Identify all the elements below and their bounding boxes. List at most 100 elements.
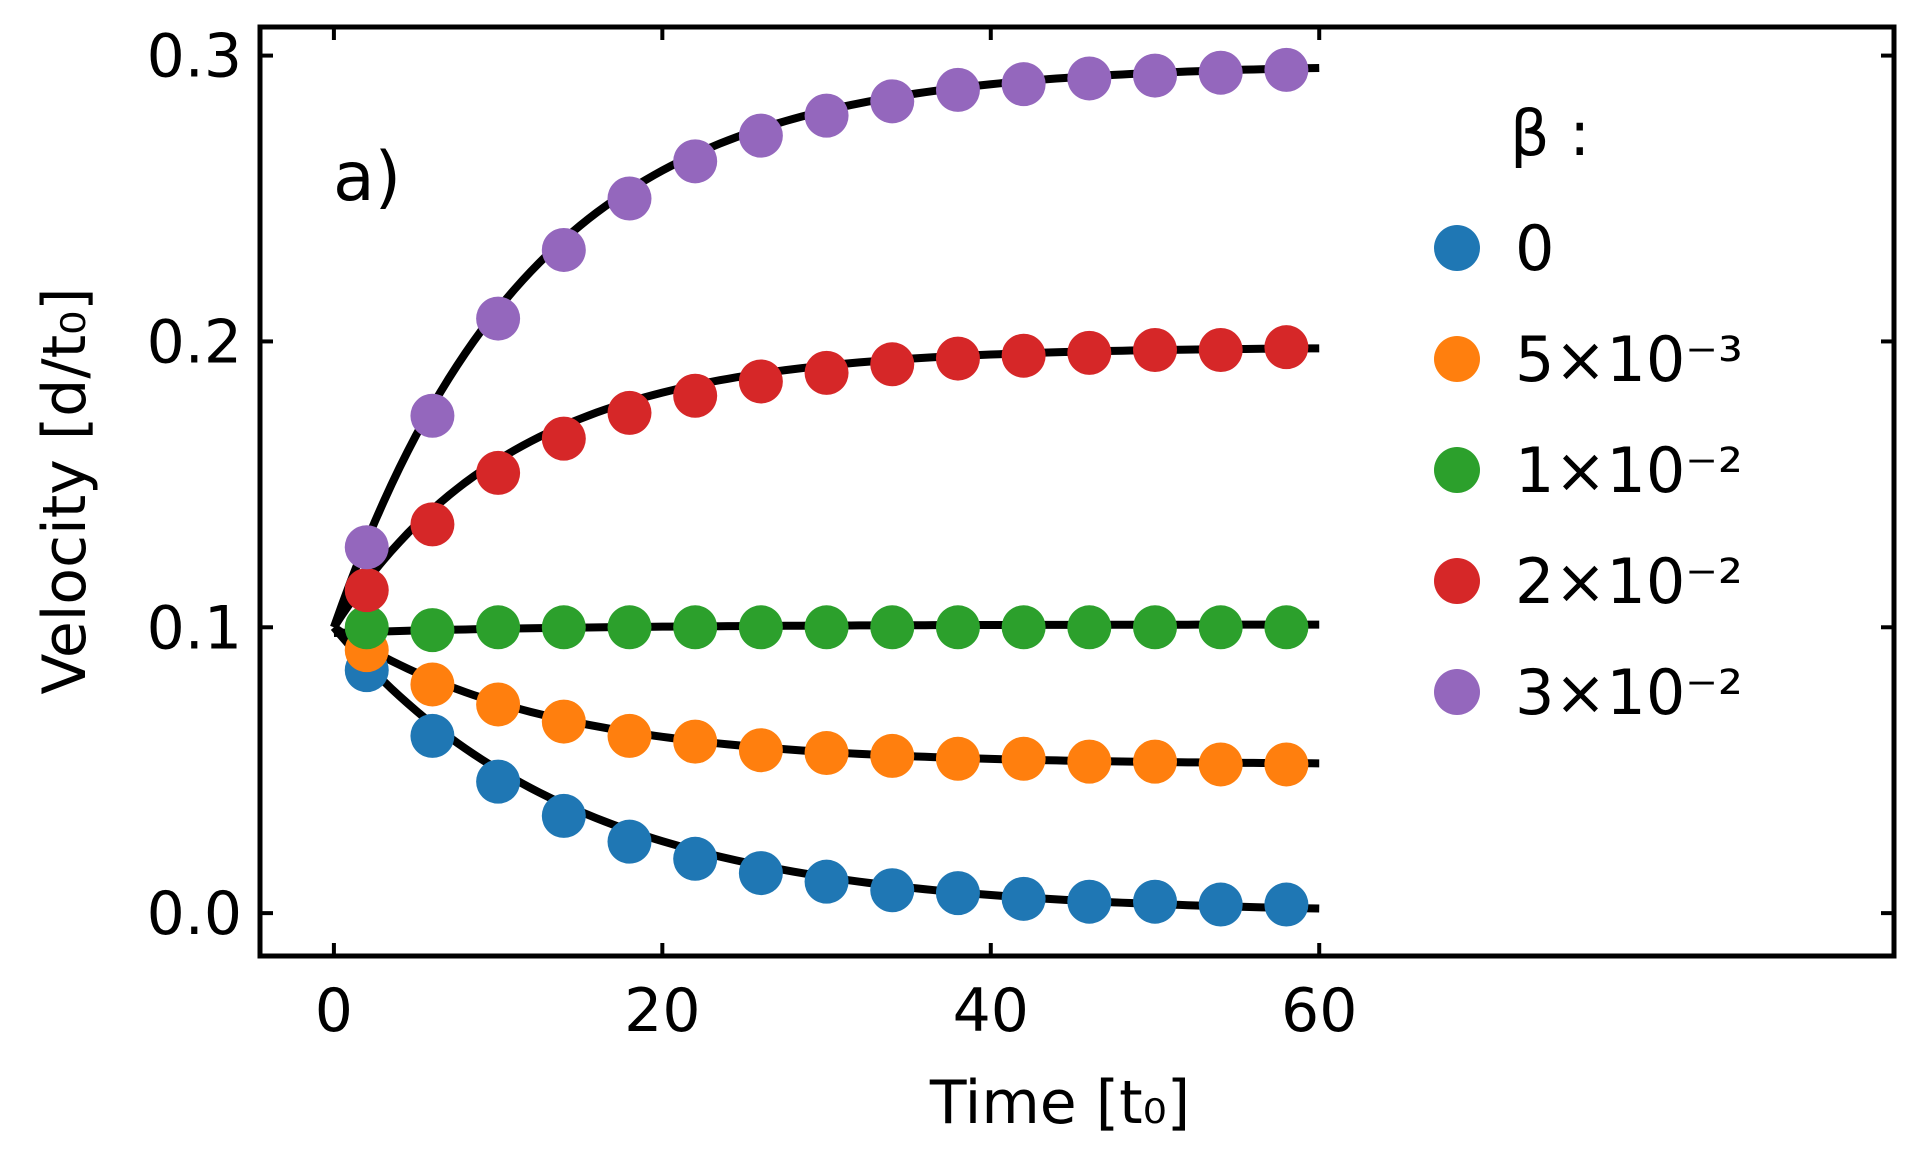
data-point-0-6 [738, 851, 783, 896]
data-point-3-10 [1001, 333, 1046, 378]
data-point-2-12 [1133, 605, 1178, 650]
legend-label-0: 0 [1515, 212, 1554, 285]
legend-marker-3 [1434, 558, 1480, 604]
x-tick-label: 0 [315, 976, 353, 1046]
data-point-0-11 [1067, 879, 1112, 924]
data-point-0-8 [870, 868, 915, 913]
data-point-0-14 [1264, 882, 1309, 927]
data-point-3-5 [673, 373, 718, 418]
data-point-2-2 [476, 605, 521, 650]
data-point-3-4 [607, 390, 652, 435]
data-point-0-5 [673, 836, 718, 881]
data-point-0-2 [476, 759, 521, 804]
y-tick-label: 0.1 [147, 593, 242, 663]
legend: β : 0 5×10⁻³ 1×10⁻² 2×10⁻² 3×10⁻² [1434, 97, 1743, 729]
data-point-2-10 [1001, 605, 1046, 650]
data-point-0-9 [935, 871, 980, 916]
data-point-1-12 [1133, 739, 1178, 784]
data-point-1-8 [870, 733, 915, 778]
data-point-3-14 [1264, 325, 1309, 370]
data-point-0-4 [607, 819, 652, 864]
data-point-3-0 [344, 568, 389, 613]
y-axis-label: Velocity [d/t₀] [30, 287, 100, 694]
data-point-2-13 [1198, 605, 1243, 650]
data-point-0-12 [1133, 879, 1178, 924]
data-point-2-4 [607, 605, 652, 650]
data-point-4-7 [804, 93, 849, 138]
data-point-1-14 [1264, 742, 1309, 787]
legend-marker-1 [1434, 336, 1480, 382]
data-point-4-9 [935, 67, 980, 112]
data-point-3-9 [935, 336, 980, 381]
data-point-4-8 [870, 79, 915, 124]
y-tick-label: 0.0 [147, 879, 242, 949]
data-point-2-1 [410, 608, 455, 653]
data-point-2-6 [738, 605, 783, 650]
data-point-1-1 [410, 662, 455, 707]
data-point-1-11 [1067, 739, 1112, 784]
data-point-4-1 [410, 393, 455, 438]
data-point-4-11 [1067, 56, 1112, 101]
data-point-4-2 [476, 296, 521, 341]
data-point-1-6 [738, 728, 783, 773]
data-point-3-12 [1133, 328, 1178, 373]
data-point-3-3 [541, 416, 586, 461]
legend-label-4: 3×10⁻² [1515, 656, 1743, 729]
data-point-2-14 [1264, 605, 1309, 650]
data-point-2-5 [673, 605, 718, 650]
data-point-4-5 [673, 139, 718, 184]
data-point-1-5 [673, 719, 718, 764]
data-point-3-6 [738, 359, 783, 404]
data-point-2-11 [1067, 605, 1112, 650]
data-point-1-10 [1001, 736, 1046, 781]
legend-label-3: 2×10⁻² [1515, 545, 1743, 618]
data-point-4-3 [541, 227, 586, 272]
data-point-4-12 [1133, 53, 1178, 98]
panel-label: a) [333, 138, 401, 217]
x-tick-label: 20 [624, 976, 700, 1046]
y-tick-label: 0.3 [147, 22, 242, 92]
legend-marker-2 [1434, 447, 1480, 493]
plot-frame [257, 24, 1897, 959]
data-point-0-13 [1198, 882, 1243, 927]
x-tick-label: 60 [1281, 976, 1357, 1046]
axis-ticks: 0 20 40 60 0.0 0.1 0.2 0.3 [147, 22, 1894, 1046]
data-point-1-7 [804, 731, 849, 776]
x-tick-label: 40 [953, 976, 1029, 1046]
data-points [344, 47, 1309, 927]
legend-label-1: 5×10⁻³ [1515, 323, 1743, 396]
data-point-1-9 [935, 736, 980, 781]
data-point-4-0 [344, 525, 389, 570]
data-point-2-0 [344, 605, 389, 650]
data-point-3-7 [804, 350, 849, 395]
data-point-0-3 [541, 793, 586, 838]
data-point-4-14 [1264, 47, 1309, 92]
legend-label-2: 1×10⁻² [1515, 434, 1743, 507]
data-point-3-11 [1067, 330, 1112, 375]
data-point-0-1 [410, 713, 455, 758]
legend-title: β : [1510, 97, 1590, 170]
data-point-4-4 [607, 176, 652, 221]
data-point-1-4 [607, 713, 652, 758]
y-tick-label: 0.2 [147, 307, 242, 377]
legend-marker-0 [1434, 225, 1480, 271]
data-point-0-7 [804, 859, 849, 904]
data-point-2-8 [870, 605, 915, 650]
data-point-1-3 [541, 699, 586, 744]
data-point-3-8 [870, 342, 915, 387]
data-point-3-2 [476, 450, 521, 495]
data-point-1-2 [476, 682, 521, 727]
data-point-4-13 [1198, 50, 1243, 95]
data-point-4-6 [738, 113, 783, 158]
data-point-1-13 [1198, 742, 1243, 787]
legend-marker-4 [1434, 669, 1480, 715]
data-point-3-13 [1198, 328, 1243, 373]
data-point-4-10 [1001, 62, 1046, 107]
data-point-2-9 [935, 605, 980, 650]
data-point-2-7 [804, 605, 849, 650]
data-point-0-10 [1001, 876, 1046, 921]
data-point-2-3 [541, 605, 586, 650]
data-point-3-1 [410, 502, 455, 547]
x-axis-label: Time [t₀] [929, 1068, 1190, 1138]
